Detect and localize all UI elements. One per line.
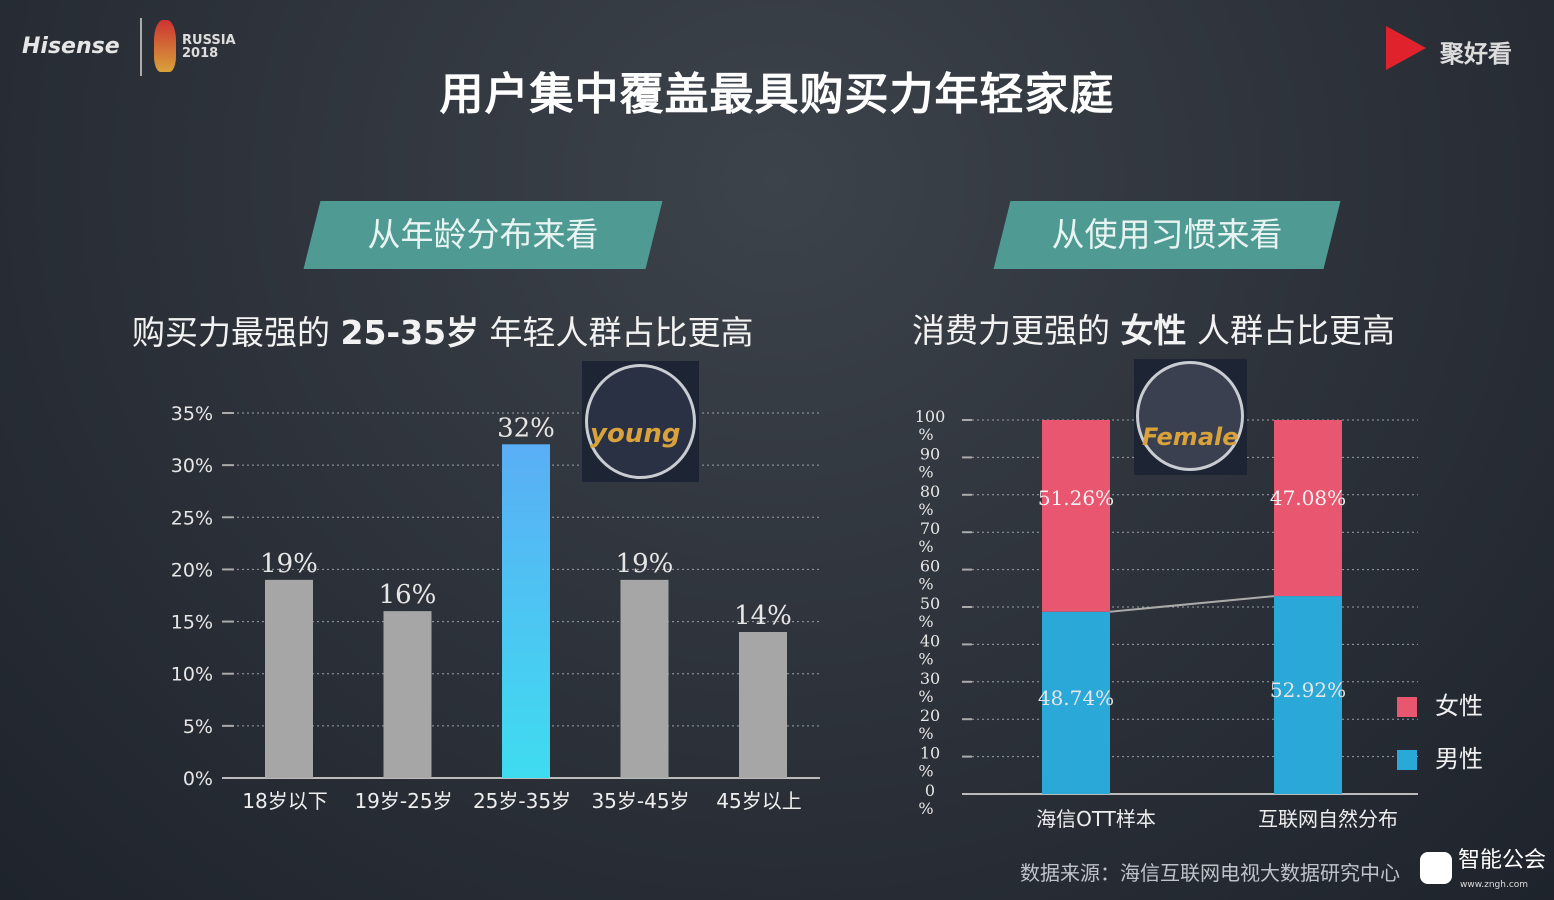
y-tick-label: 80: [920, 482, 940, 501]
bar: [739, 632, 787, 778]
legend-swatch: [1397, 697, 1417, 717]
bar: [265, 579, 313, 778]
subtitle-pre: 消费力更强的: [912, 311, 1121, 350]
x-tick-label: 45岁以上: [716, 789, 801, 813]
y-tick-unit: %: [918, 575, 933, 594]
subtitle-bold: 女性: [1120, 311, 1187, 350]
y-tick-unit: %: [918, 500, 933, 519]
bar: [620, 579, 669, 778]
legend-swatch: [1397, 750, 1417, 770]
watermark-text: 智能公会: [1458, 848, 1547, 873]
juhaokan-logo: [1386, 26, 1426, 70]
worldcup-logo: [154, 20, 176, 72]
y-tick-label: 40: [920, 631, 940, 650]
avatar-text: young: [590, 419, 681, 449]
data-label-male: 52.92%: [1270, 678, 1346, 702]
y-tick-unit: %: [918, 724, 933, 743]
bar-female: [1274, 420, 1342, 597]
subtitle-post: 年轻人群占比更高: [479, 313, 754, 352]
left-banner: 从年龄分布来看: [303, 201, 663, 269]
x-tick-label: 互联网自然分布: [1258, 807, 1398, 831]
bar-male: [1274, 596, 1342, 794]
watermark-url: www.zngh.com: [1460, 880, 1529, 890]
young-avatar: young: [582, 361, 699, 482]
y-tick-unit: %: [918, 799, 933, 818]
y-tick-label: 30%: [171, 455, 213, 477]
y-tick-label: 15%: [171, 612, 213, 634]
y-tick-label: 0%: [183, 768, 213, 790]
right-subtitle: 消费力更强的 女性 人群占比更高: [912, 304, 1395, 352]
hisense-logo: Hisense: [22, 34, 120, 59]
x-tick-label: 25岁-35岁: [473, 789, 571, 813]
juhaokan-name: 聚好看: [1440, 40, 1512, 68]
x-tick-label: 19岁-25岁: [354, 789, 452, 813]
y-tick-label: 30: [920, 669, 940, 688]
y-tick-label: 5%: [183, 716, 213, 738]
y-tick-label: 25%: [171, 507, 213, 529]
y-tick-unit: %: [918, 612, 933, 631]
worldcup-text: RUSSIA 2018: [182, 33, 236, 61]
data-label-female: 51.26%: [1038, 486, 1114, 510]
x-tick-label: 海信OTT样本: [1036, 807, 1156, 831]
data-label: 19%: [260, 549, 318, 579]
y-tick-label: 20%: [171, 559, 213, 581]
left-banner-text: 从年龄分布来看: [367, 215, 599, 254]
page-title: 用户集中覆盖最具购买力年轻家庭: [439, 69, 1115, 120]
y-tick-label: 100: [915, 407, 946, 426]
y-tick-label: 20: [920, 706, 940, 725]
y-tick-unit: %: [918, 462, 933, 481]
avatar-text: Female: [1142, 423, 1239, 451]
x-tick-label: 35岁-45岁: [591, 789, 689, 813]
y-tick-label: 90: [920, 444, 940, 463]
y-tick-label: 70: [920, 519, 940, 538]
x-tick-label: 18岁以下: [242, 789, 327, 813]
y-tick-unit: %: [918, 687, 933, 706]
age-bar-chart: 0% 5% 10% 15% 20% 25% 30% 35% 19% 18岁以下 16% 19岁-25岁…: [171, 403, 820, 813]
gender-stacked-chart: 0%10%20%30%40%50%60%70%80%90%100%48.74%5…: [915, 407, 1418, 831]
watermark-icon: [1420, 852, 1452, 884]
y-tick-unit: %: [918, 537, 933, 556]
y-tick-unit: %: [918, 425, 933, 444]
right-banner: 从使用习惯来看: [993, 201, 1341, 269]
right-banner-text: 从使用习惯来看: [1051, 215, 1283, 254]
y-tick-label: 35%: [171, 403, 213, 425]
y-tick-label: 0: [925, 781, 935, 800]
data-label: 32%: [497, 413, 555, 443]
y-tick-unit: %: [918, 762, 933, 781]
data-label: 16%: [379, 580, 437, 610]
bar: [502, 444, 550, 778]
left-subtitle: 购买力最强的 25-35岁 年轻人群占比更高: [132, 306, 754, 354]
data-label: 19%: [616, 549, 674, 579]
data-source: 数据来源：海信互联网电视大数据研究中心: [1020, 861, 1400, 885]
data-label-male: 48.74%: [1038, 686, 1114, 710]
bar-female: [1042, 420, 1110, 612]
legend-label: 男性: [1435, 745, 1483, 773]
subtitle-pre: 购买力最强的: [132, 313, 341, 352]
legend-female: 女性: [1397, 686, 1483, 721]
y-tick-label: 50: [920, 594, 940, 613]
female-avatar: Female: [1134, 359, 1247, 475]
legend-label: 女性: [1435, 692, 1483, 720]
watermark: 智能公会 www.zngh.com: [1420, 848, 1550, 898]
divider: [140, 18, 142, 76]
bar-male: [1042, 611, 1110, 794]
connector-line: [1109, 595, 1275, 613]
data-label-female: 47.08%: [1270, 486, 1346, 510]
data-label: 14%: [734, 601, 792, 631]
y-tick-label: 10: [920, 744, 940, 763]
y-tick-label: 10%: [171, 664, 213, 686]
legend-male: 男性: [1397, 739, 1483, 774]
y-tick-label: 60: [920, 557, 940, 576]
bar: [383, 611, 432, 778]
subtitle-post: 人群占比更高: [1186, 311, 1395, 350]
subtitle-bold: 25-35岁: [340, 313, 480, 352]
y-tick-unit: %: [918, 649, 933, 668]
